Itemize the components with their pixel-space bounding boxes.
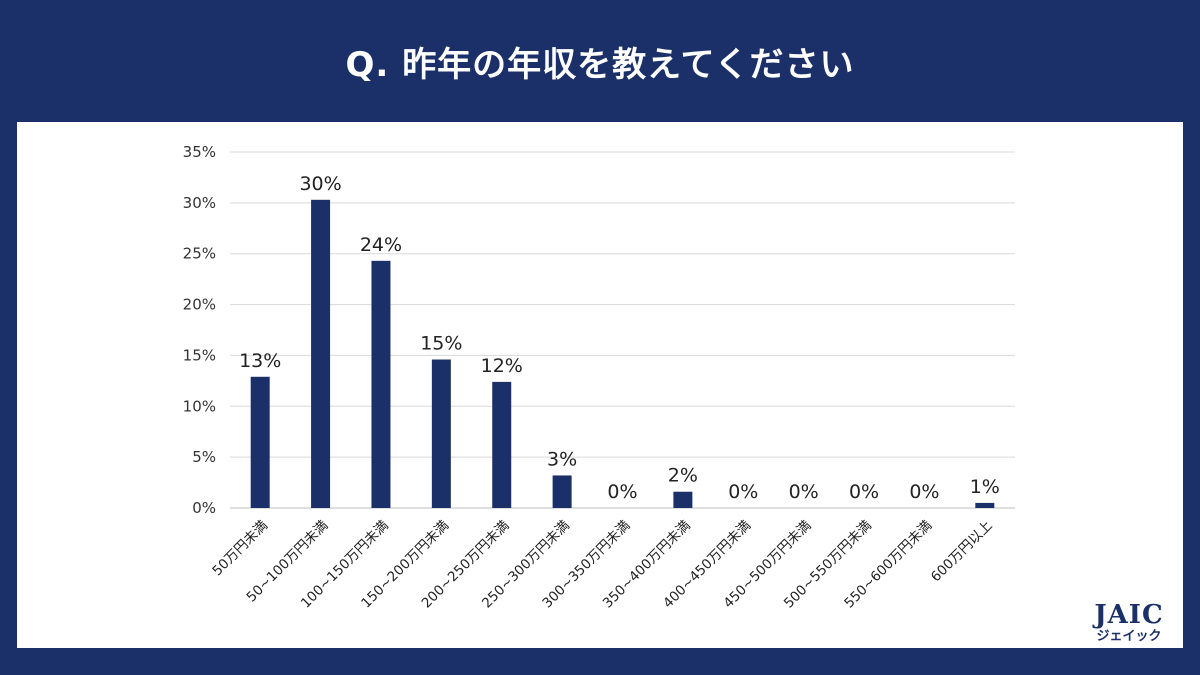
data-label: 13%	[239, 350, 281, 372]
y-tick-label: 0%	[192, 499, 216, 517]
jaic-logo: JAIC ジェイック	[1084, 601, 1174, 645]
chart-panel: 35% 30% 25% 20% 15% 10% 5% 0% 13% 30% 24% 15% 12% 3%…	[17, 122, 1183, 648]
page-title: Q. 昨年の年収を教えてください	[345, 44, 855, 85]
y-tick-label: 20%	[183, 296, 216, 314]
data-label: 1%	[970, 476, 1000, 498]
data-label: 24%	[360, 234, 402, 256]
y-tick-label: 30%	[183, 194, 216, 212]
bar	[371, 260, 391, 508]
x-axis-labels: 50万円未満50~100万円未満100~150万円未満150~200万円未満20…	[209, 518, 995, 612]
y-tick-label: 10%	[183, 397, 216, 415]
y-axis-ticks: 35% 30% 25% 20% 15% 10% 5% 0%	[183, 143, 216, 517]
data-label: 3%	[547, 448, 577, 470]
x-tick-label: 50万円未満	[209, 518, 271, 580]
data-label: 0%	[789, 481, 819, 503]
data-labels: 13% 30% 24% 15% 12% 3% 0% 2% 0% 0% 0% 0% 1%	[239, 173, 1000, 503]
data-label: 0%	[849, 481, 879, 503]
header-bar: Q. 昨年の年収を教えてください	[0, 0, 1200, 122]
bar	[250, 376, 270, 508]
y-tick-label: 15%	[183, 346, 216, 364]
y-tick-label: 25%	[183, 245, 216, 263]
logo-subtext: ジェイック	[1096, 629, 1162, 644]
bar	[975, 502, 995, 508]
y-tick-label: 35%	[183, 143, 216, 161]
data-label: 30%	[299, 173, 341, 195]
logo-text: JAIC	[1094, 600, 1164, 630]
data-label: 0%	[909, 481, 939, 503]
bar	[431, 359, 451, 508]
bar	[552, 475, 572, 508]
bar	[673, 491, 693, 508]
data-label: 15%	[420, 332, 462, 354]
data-label: 0%	[728, 481, 758, 503]
data-label: 2%	[668, 465, 698, 487]
bar-chart: 35% 30% 25% 20% 15% 10% 5% 0% 13% 30% 24% 15% 12% 3%…	[183, 143, 1015, 612]
bar	[492, 381, 512, 508]
data-label: 0%	[607, 481, 637, 503]
bars	[250, 199, 995, 508]
data-label: 12%	[481, 355, 523, 377]
x-tick-label: 600万円以上	[928, 518, 996, 586]
bar	[311, 199, 331, 508]
grid-lines	[230, 151, 1015, 509]
y-tick-label: 5%	[192, 448, 216, 466]
